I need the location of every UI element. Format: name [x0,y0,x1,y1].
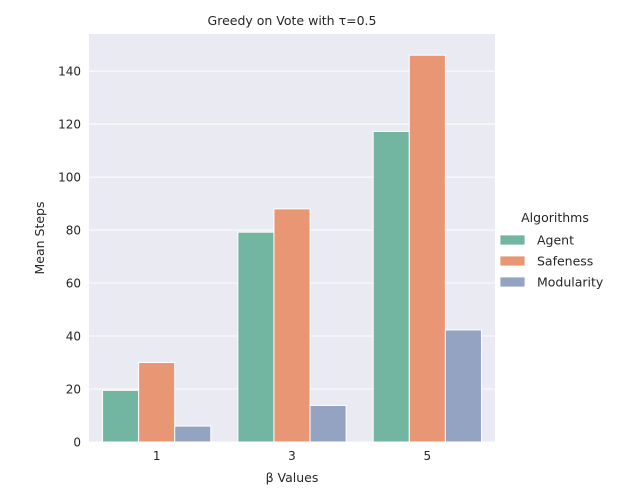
bar-agent-3 [237,231,275,443]
legend-title: Algorithms [521,210,589,225]
x-tick-label: 1 [153,449,161,463]
chart-title: Greedy on Vote with τ=0.5 [208,13,377,28]
bar-agent-1 [102,389,140,443]
legend-swatch-agent [499,234,526,246]
y-tick-label: 140 [58,65,81,79]
bar-safeness-1 [138,362,176,443]
legend-swatch-safeness [499,255,526,267]
x-tick-label: 5 [424,449,432,463]
bar-modularity-3 [309,404,347,443]
y-tick-label: 100 [58,171,81,185]
y-tick-labels: 0 20 40 60 80 100 120 140 [58,65,81,450]
y-tick-label: 20 [66,383,81,397]
bars [102,54,482,443]
legend-label-safeness: Safeness [537,254,593,269]
bar-safeness-5 [408,54,446,443]
y-tick-label: 60 [66,277,81,291]
x-tick-label: 3 [288,449,296,463]
bar-agent-5 [372,130,410,443]
legend-label-agent: Agent [537,233,574,248]
bar-modularity-5 [444,329,482,443]
y-tick-label: 80 [66,224,81,238]
legend-label-modularity: Modularity [537,275,604,290]
y-tick-label: 40 [66,330,81,344]
y-tick-label: 0 [73,436,81,450]
legend-swatch-modularity [499,276,526,288]
bar-modularity-1 [174,425,212,443]
x-tick-labels: 1 3 5 [153,449,431,463]
x-axis-label: β Values [266,470,319,485]
y-tick-label: 120 [58,118,81,132]
bar-safeness-3 [273,208,311,443]
y-axis-label: Mean Steps [32,201,47,274]
legend: Algorithms Agent Safeness Modularity [499,210,604,290]
